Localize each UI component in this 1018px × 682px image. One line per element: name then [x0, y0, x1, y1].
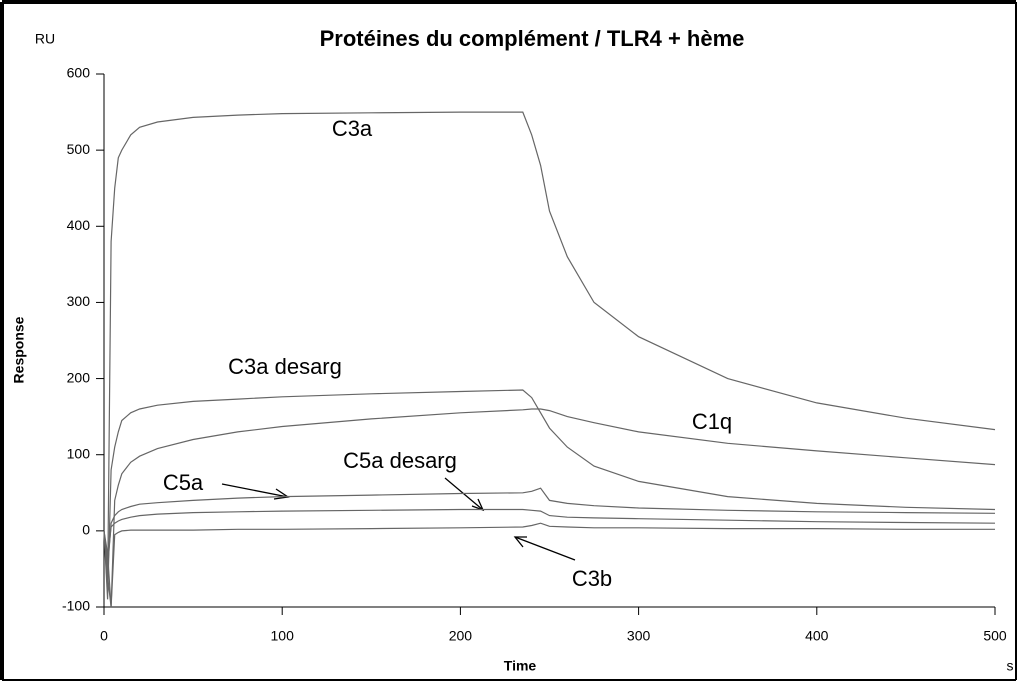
series-line	[103, 508, 996, 562]
y-tick-label: 100	[67, 445, 91, 461]
series-label: C3b	[572, 566, 612, 591]
x-tick-label: 400	[805, 628, 829, 644]
x-axis-title: Time	[504, 658, 537, 674]
series-line	[103, 111, 996, 592]
y-axis-title: Response	[11, 316, 27, 383]
y-tick-label: 0	[82, 522, 90, 538]
y-tick-label: 500	[67, 141, 91, 157]
x-tick-label: 0	[100, 628, 108, 644]
series-line	[103, 389, 996, 600]
series-line	[103, 408, 996, 608]
chart-title: Protéines du complément / TLR4 + hème	[320, 26, 745, 51]
x-tick-label: 100	[271, 628, 295, 644]
arrow	[221, 483, 289, 498]
series-label: C3a desarg	[228, 354, 342, 379]
y-tick-label: 600	[67, 65, 91, 81]
y-tick-label: 300	[67, 293, 91, 309]
y-tick-label: 400	[67, 217, 91, 233]
y-tick-label: -100	[62, 598, 90, 614]
arrow	[514, 536, 576, 561]
y-unit: RU	[35, 31, 55, 47]
series-label: C5a	[163, 470, 204, 495]
series-label: C5a desarg	[343, 448, 457, 473]
series-line	[103, 522, 995, 608]
x-tick-label: 500	[983, 628, 1007, 644]
series-label: C1q	[692, 409, 732, 434]
y-tick-label: 200	[67, 369, 91, 385]
x-tick-label: 300	[627, 628, 651, 644]
x-unit: s	[1007, 658, 1014, 674]
x-tick-label: 200	[449, 628, 473, 644]
arrow-head	[513, 536, 527, 548]
series-label: C3a	[332, 116, 373, 141]
series-line	[103, 487, 996, 569]
